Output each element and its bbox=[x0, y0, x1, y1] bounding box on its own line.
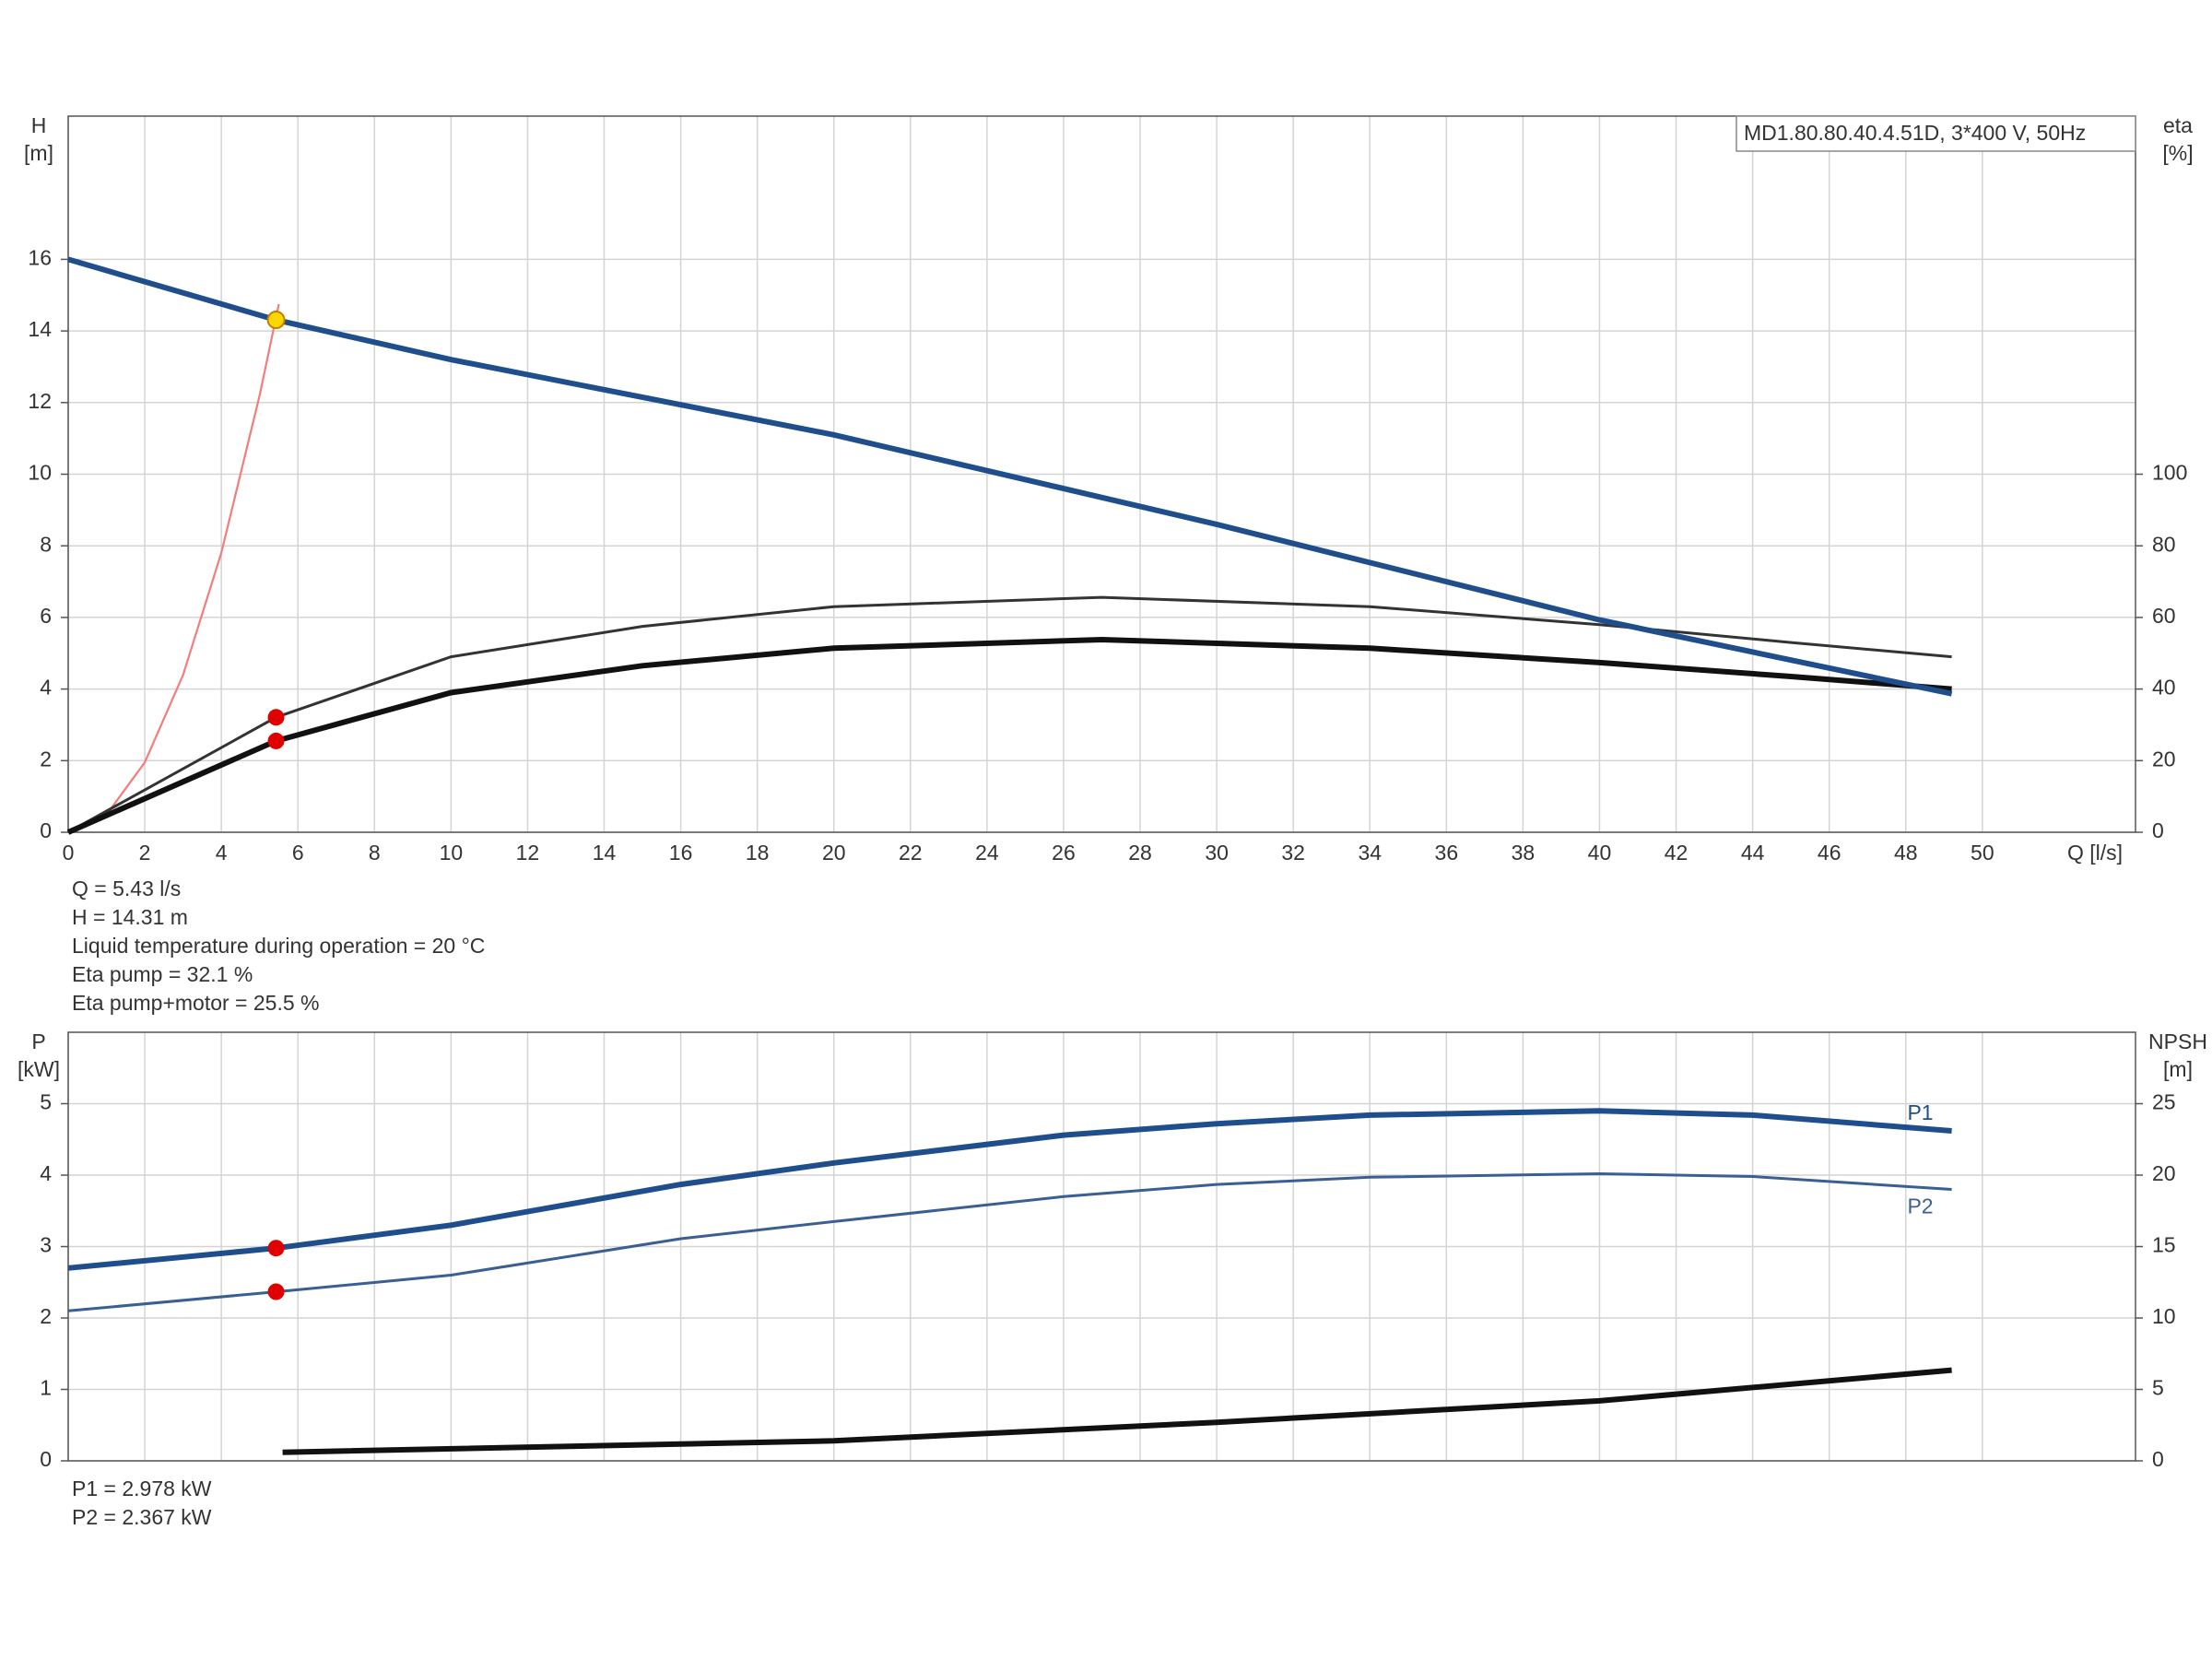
operating-point bbox=[267, 709, 285, 726]
x-tick-label: 8 bbox=[369, 841, 381, 865]
operating-point bbox=[267, 1283, 285, 1300]
y2-tick-label: 10 bbox=[2152, 1304, 2176, 1328]
x-tick-label: 10 bbox=[440, 841, 464, 865]
y-tick-label: 14 bbox=[28, 317, 52, 341]
y-tick-label: 3 bbox=[40, 1233, 52, 1257]
y-tick-label: 2 bbox=[40, 747, 52, 771]
x-tick-label: 32 bbox=[1281, 841, 1305, 865]
y2-tick-label: 20 bbox=[2152, 747, 2176, 771]
y2-tick-label: 0 bbox=[2152, 818, 2164, 842]
plot-frame bbox=[67, 1031, 2136, 1462]
operating-point bbox=[267, 732, 285, 749]
y-tick-label: 6 bbox=[40, 604, 52, 628]
y-tick-label: 4 bbox=[40, 1161, 52, 1185]
annotation: P2 = 2.367 kW bbox=[72, 1505, 212, 1529]
x-tick-label: 26 bbox=[1052, 841, 1076, 865]
y-tick-label: 8 bbox=[40, 532, 52, 556]
x-tick-label: 38 bbox=[1512, 841, 1535, 865]
annotation: P1 = 2.978 kW bbox=[72, 1477, 212, 1500]
y2-tick-label: 40 bbox=[2152, 676, 2176, 700]
x-tick-label: 36 bbox=[1435, 841, 1459, 865]
y2-tick-label: 100 bbox=[2152, 461, 2187, 485]
x-tick-label: 44 bbox=[1741, 841, 1765, 865]
y2-tick-label: 20 bbox=[2152, 1161, 2176, 1185]
y2-tick-label: 60 bbox=[2152, 604, 2176, 628]
x-tick-label: 42 bbox=[1665, 841, 1688, 865]
x-axis-label: Q [l/s] bbox=[2067, 841, 2123, 865]
annotation: Liquid temperature during operation = 20… bbox=[72, 934, 485, 958]
series-line bbox=[282, 1367, 1952, 1455]
y-tick-label: 10 bbox=[28, 461, 52, 485]
y2-tick-label: 5 bbox=[2152, 1376, 2164, 1400]
annotation: Q = 5.43 l/s bbox=[72, 877, 181, 900]
x-tick-label: 16 bbox=[669, 841, 693, 865]
x-tick-label: 22 bbox=[899, 841, 923, 865]
x-tick-label: 2 bbox=[139, 841, 151, 865]
series-label: P2 bbox=[1907, 1194, 1933, 1218]
y2-tick-label: 0 bbox=[2152, 1447, 2164, 1471]
x-tick-label: 12 bbox=[516, 841, 540, 865]
y-axis-label: [kW] bbox=[18, 1057, 60, 1081]
x-tick-label: 40 bbox=[1588, 841, 1612, 865]
x-tick-label: 6 bbox=[292, 841, 304, 865]
x-tick-label: 4 bbox=[216, 841, 228, 865]
y2-axis-label: eta bbox=[2163, 113, 2193, 137]
y2-axis-label: NPSH bbox=[2148, 1030, 2207, 1053]
y-tick-label: 1 bbox=[40, 1376, 52, 1400]
y2-axis-label: [%] bbox=[2162, 141, 2193, 165]
annotation: Eta pump+motor = 25.5 % bbox=[72, 991, 320, 1015]
x-tick-label: 0 bbox=[63, 841, 75, 865]
x-tick-label: 28 bbox=[1128, 841, 1152, 865]
series-line bbox=[67, 1171, 1952, 1312]
annotation: Eta pump = 32.1 % bbox=[72, 962, 253, 986]
y2-tick-label: 15 bbox=[2152, 1233, 2176, 1257]
y-tick-label: 16 bbox=[28, 245, 52, 269]
series-label: P1 bbox=[1907, 1100, 1933, 1124]
series-line bbox=[67, 595, 1952, 834]
y2-tick-label: 25 bbox=[2152, 1090, 2176, 1114]
y-axis-label: P bbox=[31, 1030, 45, 1053]
x-tick-label: 18 bbox=[746, 841, 770, 865]
operating-point bbox=[267, 1240, 285, 1257]
y2-tick-label: 80 bbox=[2152, 532, 2176, 556]
annotation: H = 14.31 m bbox=[72, 905, 188, 929]
x-tick-label: 46 bbox=[1818, 841, 1841, 865]
y-axis-label: H bbox=[31, 113, 47, 137]
y-axis-label: [m] bbox=[24, 141, 53, 165]
series-line bbox=[67, 1108, 1952, 1271]
y-tick-label: 4 bbox=[40, 676, 52, 700]
x-tick-label: 30 bbox=[1205, 841, 1229, 865]
y2-axis-label: [m] bbox=[2163, 1057, 2193, 1081]
plot-frame bbox=[67, 115, 2136, 833]
y-tick-label: 12 bbox=[28, 389, 52, 413]
y-tick-label: 0 bbox=[40, 1447, 52, 1471]
x-tick-label: 24 bbox=[975, 841, 999, 865]
y-tick-label: 5 bbox=[40, 1090, 52, 1114]
x-tick-label: 20 bbox=[822, 841, 846, 865]
x-tick-label: 14 bbox=[593, 841, 617, 865]
series-line bbox=[67, 256, 1953, 697]
series-line bbox=[66, 636, 1952, 835]
x-tick-label: 48 bbox=[1894, 841, 1918, 865]
y-tick-label: 2 bbox=[40, 1304, 52, 1328]
operating-point bbox=[266, 311, 286, 330]
title-box bbox=[1735, 115, 2136, 152]
chart-title: MD1.80.80.40.4.51D, 3*400 V, 50Hz bbox=[1744, 121, 2086, 145]
x-tick-label: 34 bbox=[1358, 841, 1382, 865]
x-tick-label: 50 bbox=[1971, 841, 1994, 865]
y-tick-label: 0 bbox=[40, 818, 52, 842]
